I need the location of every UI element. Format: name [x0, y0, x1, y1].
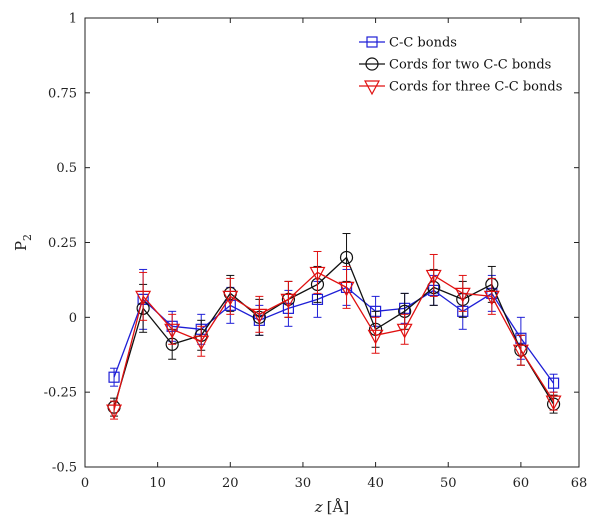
data-point-triangle	[193, 335, 210, 351]
data-point-triangle	[483, 290, 500, 306]
x-tick-label: 30	[295, 476, 312, 491]
data-point-triangle	[135, 290, 152, 306]
y-tick-label: 0	[69, 311, 77, 326]
x-axis-label: z [Å]	[314, 498, 349, 516]
series-line	[113, 271, 555, 411]
data-point-triangle	[309, 266, 326, 282]
y-axis-subscript: 2	[21, 234, 34, 241]
data-point-triangle	[425, 269, 442, 285]
data-point-triangle	[280, 293, 297, 309]
y-tick-label: 0.25	[48, 236, 77, 251]
x-tick-label: 50	[440, 476, 457, 491]
series-layer	[106, 233, 562, 420]
legend-entry-3: Cords for three C-C bonds	[359, 80, 562, 96]
y-tick-label: 0.75	[48, 86, 77, 101]
data-point-triangle	[251, 308, 268, 324]
data-point-triangle	[396, 323, 413, 339]
legend-entry-1: C-C bonds	[359, 36, 457, 51]
plot-background	[85, 18, 579, 467]
data-point-triangle	[363, 80, 381, 96]
x-axis-variable: z	[314, 498, 323, 516]
axis-ticks: 0 10 20 30 40 50 60 68 -0.5 -0.25 0 0.25 0.5 0.75 1	[44, 12, 588, 492]
y-axis-symbol: P	[12, 241, 30, 251]
legend-entry-2: Cords for two C-C bonds	[359, 57, 551, 73]
plot-frame	[84, 17, 580, 468]
x-axis-unit: [Å]	[327, 498, 350, 516]
y-tick-label: 0.5	[56, 161, 77, 176]
data-point-triangle	[222, 290, 239, 306]
data-point-triangle	[164, 323, 181, 339]
data-point-triangle	[545, 395, 562, 411]
data-point-circle	[365, 57, 379, 71]
data-point-triangle	[512, 344, 529, 360]
series-line	[113, 286, 555, 384]
series-line	[113, 256, 555, 408]
data-point-triangle	[106, 404, 123, 420]
data-point-square	[547, 377, 560, 389]
legend-label: Cords for two C-C bonds	[389, 58, 551, 73]
y-tick-label: -0.25	[44, 386, 77, 401]
data-point-circle	[339, 250, 354, 265]
x-tick-label: 10	[149, 476, 166, 491]
legend-label: Cords for three C-C bonds	[389, 80, 562, 95]
x-tick-label: 0	[81, 476, 89, 491]
x-tick-label: 68	[571, 476, 588, 491]
plot-area	[85, 18, 579, 467]
data-point-triangle	[454, 287, 471, 303]
y-tick-label: -0.5	[52, 461, 77, 476]
series-3	[106, 250, 562, 420]
data-point-square	[108, 371, 120, 383]
y-tick-label: 1	[69, 12, 77, 27]
data-point-triangle	[367, 329, 384, 345]
x-tick-label: 40	[367, 476, 384, 491]
legend: C-C bonds Cords for two C-C bonds Cords fo…	[359, 36, 562, 96]
y-axis-label: P2	[12, 234, 34, 251]
data-point-triangle	[338, 281, 355, 297]
data-point-square	[366, 36, 378, 48]
x-tick-label: 20	[222, 476, 239, 491]
x-tick-label: 60	[513, 476, 530, 491]
legend-label: C-C bonds	[389, 36, 457, 51]
